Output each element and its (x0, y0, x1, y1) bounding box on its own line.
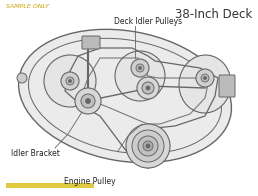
Circle shape (126, 124, 170, 168)
Circle shape (143, 141, 153, 151)
FancyBboxPatch shape (219, 75, 235, 97)
Circle shape (139, 66, 141, 70)
Circle shape (204, 76, 206, 80)
Circle shape (131, 59, 149, 77)
Circle shape (69, 80, 71, 83)
Circle shape (81, 94, 95, 108)
Circle shape (137, 77, 159, 99)
Circle shape (136, 64, 144, 72)
Circle shape (146, 86, 150, 90)
Circle shape (17, 73, 27, 83)
Ellipse shape (44, 55, 96, 107)
Text: Deck Idler Pulleys: Deck Idler Pulleys (114, 16, 182, 25)
Circle shape (142, 82, 154, 94)
Ellipse shape (19, 29, 231, 163)
Circle shape (66, 77, 74, 85)
Circle shape (85, 99, 91, 103)
Circle shape (201, 74, 209, 82)
Circle shape (61, 72, 79, 90)
Circle shape (146, 144, 150, 148)
Ellipse shape (179, 55, 231, 113)
Circle shape (138, 136, 158, 156)
Text: 38-Inch Deck: 38-Inch Deck (175, 8, 252, 21)
FancyBboxPatch shape (82, 36, 100, 49)
Circle shape (196, 69, 214, 87)
Text: SAMPLE ONLY: SAMPLE ONLY (6, 4, 49, 9)
Text: Engine Pulley: Engine Pulley (64, 178, 116, 187)
Bar (6, 183, 94, 188)
Text: Idler Bracket: Idler Bracket (11, 150, 59, 159)
Circle shape (132, 130, 164, 162)
Circle shape (75, 88, 101, 114)
Ellipse shape (115, 51, 165, 101)
